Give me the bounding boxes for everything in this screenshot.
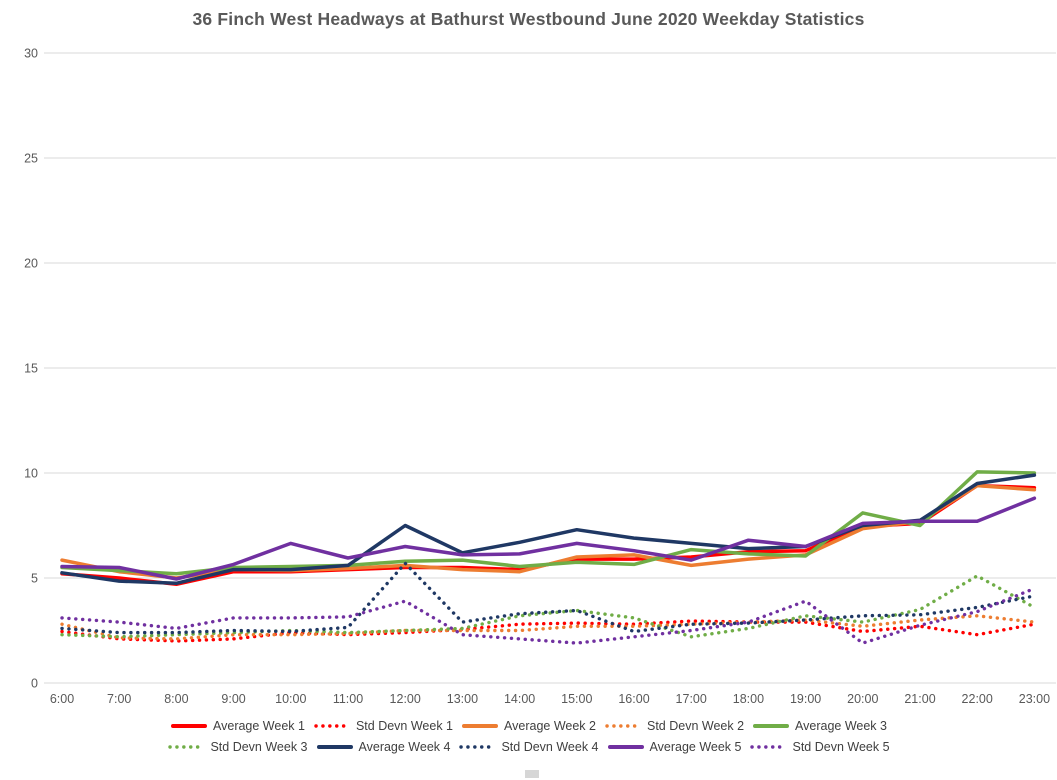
x-tick-label: 20:00 xyxy=(847,692,878,706)
legend-item-std-devn-week-2: Std Devn Week 2 xyxy=(604,719,744,733)
x-tick-label: 19:00 xyxy=(790,692,821,706)
x-tick-label: 18:00 xyxy=(733,692,764,706)
legend-item-average-week-1: Average Week 1 xyxy=(170,719,305,733)
legend-row-1: Average Week 1 Std Devn Week 1 Average Wee… xyxy=(170,719,887,733)
series-line-average-week-5 xyxy=(60,496,1037,581)
y-tick-label: 15 xyxy=(24,362,38,376)
x-tick-label: 12:00 xyxy=(390,692,421,706)
x-axis-tick-labels: 6:00 7:00 8:00 9:00 10:00 11:00 12:00 13:00 14:0… xyxy=(50,692,1050,706)
legend-item-average-week-4: Average Week 4 xyxy=(316,740,451,754)
legend-label: Std Devn Week 3 xyxy=(210,740,308,754)
legend-label: Std Devn Week 5 xyxy=(792,740,890,754)
gridlines xyxy=(44,52,1056,684)
series-line-average-week-4 xyxy=(60,473,1037,586)
legend-label: Average Week 2 xyxy=(504,719,596,733)
x-tick-label: 16:00 xyxy=(618,692,649,706)
x-tick-label: 13:00 xyxy=(447,692,478,706)
legend-item-average-week-5: Average Week 5 xyxy=(607,740,742,754)
legend-swatch-solid-line-icon xyxy=(607,745,644,749)
x-tick-label: 23:00 xyxy=(1019,692,1050,706)
y-tick-label: 5 xyxy=(31,572,38,586)
legend-swatch-dotted-line-icon xyxy=(750,745,787,749)
legend-swatch-solid-line-icon xyxy=(753,724,790,728)
y-tick-label: 25 xyxy=(24,152,38,166)
legend-swatch-dotted-line-icon xyxy=(314,724,350,728)
legend-item-std-devn-week-3: Std Devn Week 3 xyxy=(167,740,308,754)
legend-item-std-devn-week-1: Std Devn Week 1 xyxy=(313,719,453,733)
series-line-std-devn-week-5 xyxy=(60,586,1037,645)
bottom-center-artifact xyxy=(525,770,539,778)
legend-label: Std Devn Week 2 xyxy=(646,719,745,733)
legend-label: Std Devn Week 4 xyxy=(501,740,599,754)
legend-swatch-dotted-line-icon xyxy=(459,745,496,749)
legend-label: Std Devn Week 1 xyxy=(355,719,454,733)
legend-swatch-solid-line-icon xyxy=(171,724,207,728)
legend-item-average-week-3: Average Week 3 xyxy=(752,719,887,733)
legend-item-std-devn-week-4: Std Devn Week 4 xyxy=(458,740,599,754)
x-tick-label: 6:00 xyxy=(50,692,74,706)
chart-legend: Average Week 1 Std Devn Week 1 Average Wee… xyxy=(0,719,1057,754)
legend-swatch-dotted-line-icon xyxy=(168,745,205,749)
series-line-std-devn-week-3 xyxy=(60,574,1037,639)
x-tick-label: 9:00 xyxy=(221,692,245,706)
y-tick-label: 30 xyxy=(24,47,38,61)
series-line-std-devn-week-2 xyxy=(60,614,1037,641)
y-tick-label: 20 xyxy=(24,257,38,271)
series-line-std-devn-week-1 xyxy=(60,619,1037,643)
legend-label: Average Week 1 xyxy=(213,719,305,733)
x-tick-label: 17:00 xyxy=(676,692,707,706)
y-tick-label: 10 xyxy=(24,467,38,481)
x-tick-label: 14:00 xyxy=(504,692,535,706)
legend-row-2: Std Devn Week 3 Average Week 4 Std Devn We… xyxy=(167,740,890,754)
legend-swatch-solid-line-icon xyxy=(316,745,353,749)
x-tick-label: 21:00 xyxy=(904,692,935,706)
legend-item-average-week-2: Average Week 2 xyxy=(461,719,596,733)
x-tick-label: 22:00 xyxy=(962,692,993,706)
series-lines xyxy=(60,470,1037,645)
legend-swatch-solid-line-icon xyxy=(462,724,499,728)
y-tick-label: 0 xyxy=(31,677,38,691)
y-axis-tick-labels: 0 5 10 15 20 25 30 xyxy=(24,47,38,691)
chart-title: 36 Finch West Headways at Bathurst Westb… xyxy=(192,9,865,29)
x-tick-label: 7:00 xyxy=(107,692,131,706)
legend-label: Average Week 5 xyxy=(649,740,742,754)
legend-item-std-devn-week-5: Std Devn Week 5 xyxy=(749,740,890,754)
x-tick-label: 15:00 xyxy=(561,692,592,706)
x-tick-label: 11:00 xyxy=(333,692,363,706)
x-tick-label: 8:00 xyxy=(164,692,188,706)
series-line-std-devn-week-4 xyxy=(60,561,1037,635)
legend-label: Average Week 3 xyxy=(795,719,887,733)
legend-swatch-dotted-line-icon xyxy=(605,724,641,728)
legend-label: Average Week 4 xyxy=(358,740,451,754)
x-tick-label: 10:00 xyxy=(275,692,306,706)
